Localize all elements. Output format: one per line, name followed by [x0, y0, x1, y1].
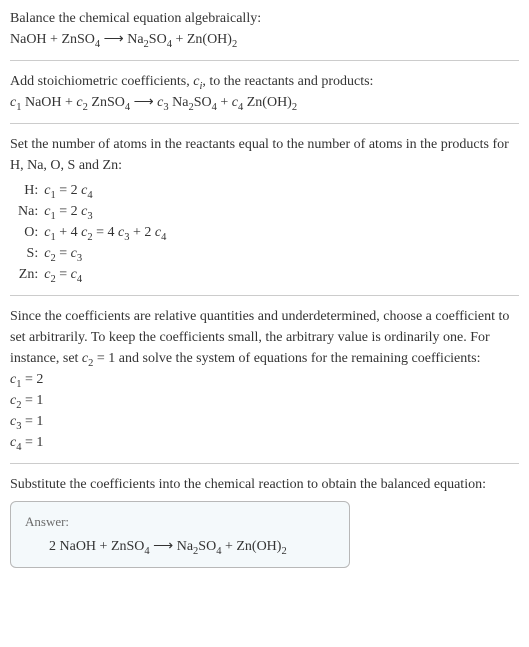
atom-label: H:	[18, 180, 44, 201]
coef-line: c1 = 2	[10, 369, 519, 390]
step1-reaction: c1 NaOH + c2 ZnSO4 ⟶ c3 Na2SO4 + c4 Zn(O…	[10, 92, 519, 113]
coef-line: c3 = 1	[10, 411, 519, 432]
table-row: Na: c1 = 2 c3	[18, 201, 166, 222]
step2-section: Set the number of atoms in the reactants…	[10, 134, 519, 285]
separator	[10, 295, 519, 296]
atom-label: Zn:	[18, 264, 44, 285]
step1-section: Add stoichiometric coefficients, ci, to …	[10, 71, 519, 113]
intro-reaction: NaOH + ZnSO4 ⟶ Na2SO4 + Zn(OH)2	[10, 29, 519, 50]
intro-text: Balance the chemical equation algebraica…	[10, 8, 519, 29]
step1-text: Add stoichiometric coefficients, ci, to …	[10, 71, 519, 92]
atom-label: S:	[18, 243, 44, 264]
separator	[10, 60, 519, 61]
answer-label: Answer:	[25, 512, 335, 532]
atom-expr: c1 = 2 c3	[44, 201, 166, 222]
table-row: H: c1 = 2 c4	[18, 180, 166, 201]
atom-label: O:	[18, 222, 44, 243]
table-row: O: c1 + 4 c2 = 4 c3 + 2 c4	[18, 222, 166, 243]
atom-label: Na:	[18, 201, 44, 222]
table-row: S: c2 = c3	[18, 243, 166, 264]
step2-text: Set the number of atoms in the reactants…	[10, 134, 519, 176]
step3-section: Since the coefficients are relative quan…	[10, 306, 519, 453]
step3-text: Since the coefficients are relative quan…	[10, 306, 519, 369]
coef-line: c2 = 1	[10, 390, 519, 411]
answer-box: Answer: 2 NaOH + ZnSO4 ⟶ Na2SO4 + Zn(OH)…	[10, 501, 350, 568]
separator	[10, 123, 519, 124]
answer-equation: 2 NaOH + ZnSO4 ⟶ Na2SO4 + Zn(OH)2	[25, 536, 335, 557]
coef-line: c4 = 1	[10, 432, 519, 453]
separator	[10, 463, 519, 464]
atom-expr: c2 = c4	[44, 264, 166, 285]
step4-section: Substitute the coefficients into the che…	[10, 474, 519, 495]
intro-section: Balance the chemical equation algebraica…	[10, 8, 519, 50]
table-row: Zn: c2 = c4	[18, 264, 166, 285]
step4-text: Substitute the coefficients into the che…	[10, 474, 519, 495]
atom-balance-table: H: c1 = 2 c4 Na: c1 = 2 c3 O: c1 + 4 c2 …	[18, 180, 166, 285]
atom-expr: c1 + 4 c2 = 4 c3 + 2 c4	[44, 222, 166, 243]
atom-expr: c1 = 2 c4	[44, 180, 166, 201]
atom-expr: c2 = c3	[44, 243, 166, 264]
